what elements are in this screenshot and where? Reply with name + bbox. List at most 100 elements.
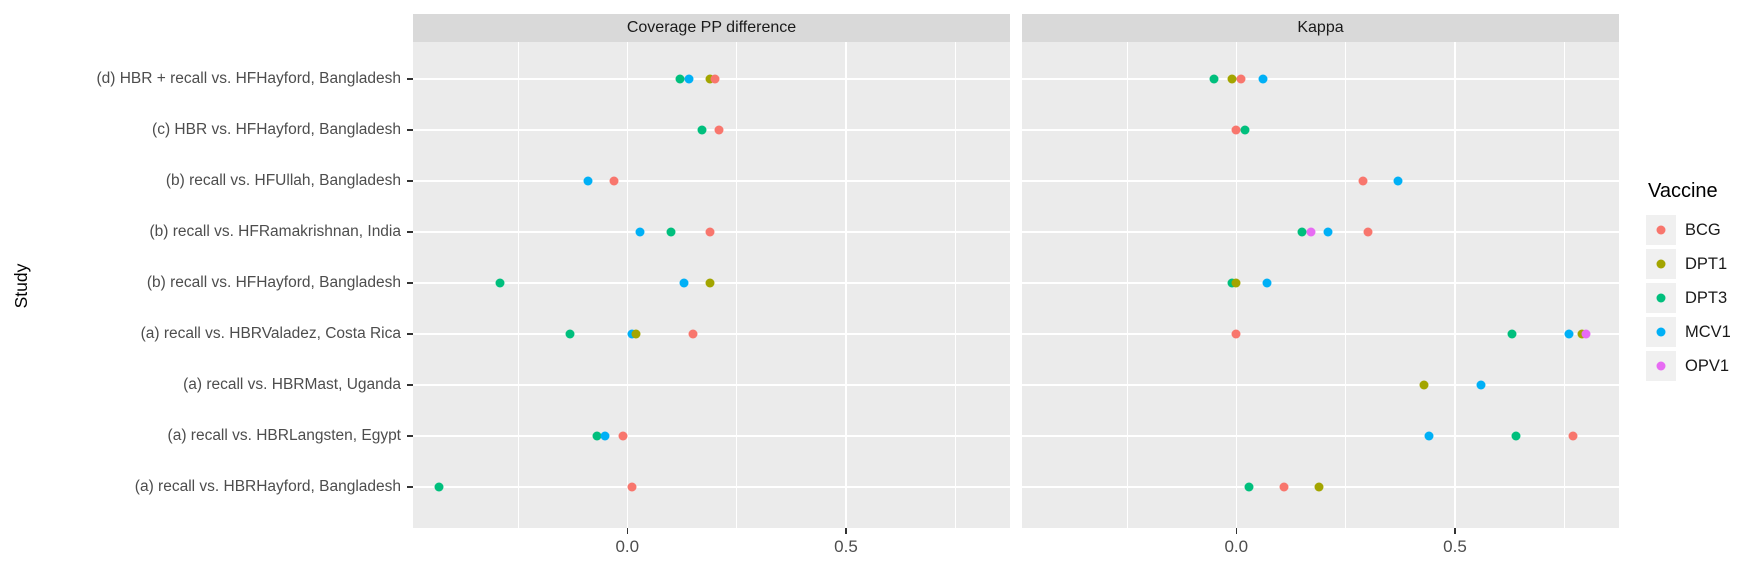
data-point-dpt3 [1507,329,1517,339]
row-gridline [1022,78,1619,80]
data-point-mcv1 [1393,176,1403,186]
row-gridline [413,435,1010,437]
x-tick-mark [1235,528,1238,534]
x-tick-label: 0.0 [1224,537,1249,556]
data-point-dpt1 [1314,482,1324,492]
legend-key-box [1646,317,1676,347]
data-point-mcv1 [1564,329,1574,339]
data-point-dpt1 [1419,380,1429,390]
data-point-mcv1 [1258,74,1268,84]
data-point-bcg [627,482,637,492]
legend-key-box [1646,249,1676,279]
data-point-dpt3 [675,74,685,84]
y-tick-mark [407,384,413,386]
row-gridline [1022,435,1619,437]
row-gridline [1022,129,1619,131]
data-point-mcv1 [684,74,694,84]
row-gridline [413,486,1010,488]
y-tick-mark [407,129,413,131]
data-point-mcv1 [679,278,689,288]
facet-strip-kappa: Kappa [1022,14,1619,42]
mcv1-color-dot-icon [1656,327,1666,337]
panel-kappa [1022,42,1619,528]
data-point-mcv1 [1262,278,1272,288]
y-tick-mark [407,486,413,488]
data-point-bcg [1279,482,1289,492]
minor-gridline [736,42,738,528]
data-point-bcg [618,431,628,441]
legend-item-dpt3: DPT3 [1646,283,1731,313]
minor-gridline [517,42,519,528]
y-tick-mark [407,435,413,437]
data-point-bcg [714,125,724,135]
row-gridline [413,333,1010,335]
x-tick-mark [626,528,629,534]
facet-strip-coverage-label: Coverage PP difference [626,19,797,36]
data-point-dpt1 [631,329,641,339]
legend-item-label: DPT1 [1685,254,1728,273]
legend-key-box [1646,351,1676,381]
data-point-dpt3 [1209,74,1219,84]
data-point-dpt3 [592,431,602,441]
legend-key-box [1646,283,1676,313]
y-tick-label: (b) recall vs. HFRamakrishnan, India [149,223,401,240]
y-tick-label: (d) HBR + recall vs. HFHayford, Banglade… [96,70,401,87]
data-point-dpt3 [565,329,575,339]
row-gridline [413,129,1010,131]
data-point-dpt3 [1511,431,1521,441]
data-point-bcg [1231,329,1241,339]
data-point-bcg [688,329,698,339]
y-tick-label: (a) recall vs. HBRLangsten, Egypt [167,427,401,444]
data-point-bcg [1231,125,1241,135]
data-point-bcg [1568,431,1578,441]
panel-coverage-pp-difference [413,42,1010,528]
major-gridline [1454,42,1456,528]
y-tick-label: (a) recall vs. HBRHayford, Bangladesh [134,478,401,495]
y-tick-mark [407,180,413,182]
x-tick-mark [845,528,847,534]
row-gridline [1022,333,1619,335]
data-point-bcg [1363,227,1373,237]
data-point-bcg [1236,74,1246,84]
dpt3-color-dot-icon [1656,293,1666,303]
x-tick-label: 0.0 [615,537,640,556]
row-gridline [1022,282,1619,284]
bcg-color-dot-icon [1656,225,1666,235]
legend-item-dpt1: DPT1 [1646,249,1731,279]
y-tick-mark [407,282,413,284]
row-gridline [413,384,1010,386]
y-tick-mark [407,78,413,80]
x-tick-label: 0.5 [834,537,858,556]
major-gridline [626,42,629,528]
data-point-dpt1 [1227,74,1237,84]
data-point-dpt1 [1231,278,1241,288]
data-point-bcg [705,227,715,237]
legend-item-label: BCG [1685,220,1721,239]
row-gridline [1022,384,1619,386]
data-point-opv1 [1581,329,1591,339]
data-point-mcv1 [600,431,610,441]
data-point-dpt3 [697,125,707,135]
data-point-mcv1 [1424,431,1434,441]
y-tick-mark [407,333,413,335]
minor-gridline [1563,42,1565,528]
x-tick-mark [1454,528,1456,534]
legend-item-label: OPV1 [1685,356,1730,375]
legend-item-label: DPT3 [1685,288,1728,307]
y-tick-label: (b) recall vs. HFUllah, Bangladesh [165,172,401,189]
data-point-bcg [710,74,720,84]
facet-strip-coverage: Coverage PP difference [413,14,1010,42]
data-point-bcg [1358,176,1368,186]
y-tick-label: (a) recall vs. HBRMast, Uganda [183,376,401,393]
data-point-dpt3 [1240,125,1250,135]
data-point-dpt3 [1244,482,1254,492]
data-point-mcv1 [635,227,645,237]
y-tick-mark [407,231,413,233]
y-tick-label: (a) recall vs. HBRValadez, Costa Rica [140,325,401,342]
minor-gridline [954,42,956,528]
major-gridline [845,42,847,528]
data-point-dpt1 [705,278,715,288]
data-point-mcv1 [1476,380,1486,390]
data-point-dpt3 [1297,227,1307,237]
